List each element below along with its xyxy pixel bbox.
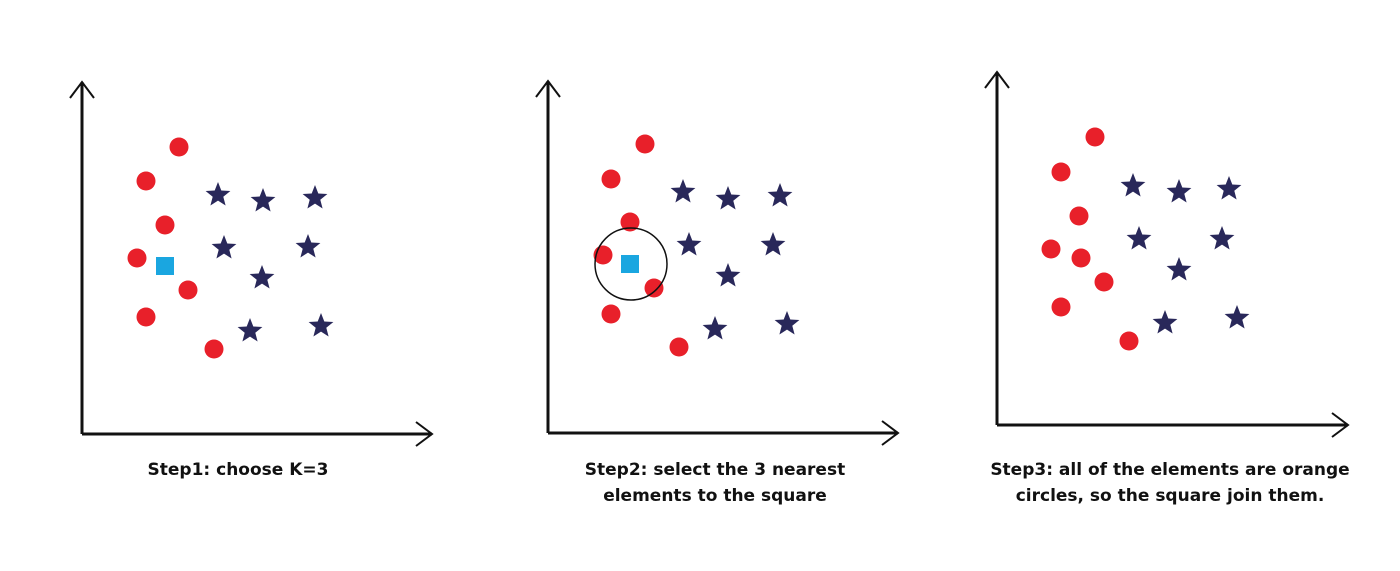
step1-x-axis-arrow [415, 421, 434, 447]
step1-red-circle-2 [136, 171, 156, 191]
step3-star-5 [1209, 226, 1235, 250]
step1-star-6 [249, 265, 275, 289]
step2-star-8 [774, 311, 800, 335]
panel-step3 [984, 70, 1350, 438]
step2-red-circle-2 [601, 169, 621, 189]
step3-star-6 [1166, 257, 1192, 281]
step2-blue-square [621, 255, 639, 273]
step3-star-4 [1126, 226, 1152, 250]
step3-red-circle-6 [1094, 272, 1114, 292]
step3-star-7 [1152, 310, 1178, 334]
step2-y-axis-arrow [535, 79, 561, 98]
caption-step2: Step2: select the 3 nearest elements to … [560, 457, 870, 509]
step2-red-circle-6 [601, 304, 621, 324]
step1-red-circle-5 [178, 280, 198, 300]
step1-star-1 [205, 182, 231, 206]
step1-star-8 [308, 313, 334, 337]
caption-step2-line2: elements to the square [603, 486, 827, 506]
caption-step1: Step1: choose K=3 [118, 457, 358, 483]
step1-red-circle-7 [204, 339, 224, 359]
step3-star-2 [1166, 179, 1192, 203]
step3-red-circle-4 [1041, 239, 1061, 259]
step1-star-2 [250, 188, 276, 212]
step3-star-1 [1120, 173, 1146, 197]
step3-star-3 [1216, 176, 1242, 200]
step1-red-circle-6 [136, 307, 156, 327]
step3-red-circle-7 [1051, 297, 1071, 317]
step1-red-circle-3 [155, 215, 175, 235]
step3-red-circle-1 [1085, 127, 1105, 147]
step3-y-axis-arrow [984, 70, 1010, 89]
step2-nearest-ring [594, 227, 668, 301]
step2-red-circle-3 [620, 212, 640, 232]
step3-star-8 [1224, 305, 1250, 329]
panel-step2 [535, 79, 900, 446]
step3-red-circle-8 [1119, 331, 1139, 351]
step1-star-4 [211, 235, 237, 259]
step1-red-circle-4 [127, 248, 147, 268]
step3-x-axis-arrow [1331, 412, 1350, 438]
step3-red-circle-3 [1069, 206, 1089, 226]
step2-star-5 [760, 232, 786, 256]
step2-red-circle-1 [635, 134, 655, 154]
step1-y-axis-arrow [69, 80, 95, 99]
panel-step1 [69, 80, 434, 447]
step2-x-axis-arrow [881, 420, 900, 446]
step3-red-circle-5 [1071, 248, 1091, 268]
caption-step1-line1: Step1: choose K=3 [147, 460, 329, 480]
step2-red-circle-5 [644, 278, 664, 298]
step2-red-circle-7 [669, 337, 689, 357]
step2-star-2 [715, 186, 741, 210]
step1-red-circle-1 [169, 137, 189, 157]
step3-red-circle-2 [1051, 162, 1071, 182]
caption-step3-line1: Step3: all of the elements are orange [990, 460, 1350, 480]
step1-star-7 [237, 318, 263, 342]
caption-step3: Step3: all of the elements are orange ci… [985, 457, 1355, 509]
step2-star-3 [767, 183, 793, 207]
step1-blue-square [156, 257, 174, 275]
step2-star-1 [670, 179, 696, 203]
step2-star-4 [676, 232, 702, 256]
step1-star-5 [295, 234, 321, 258]
caption-step3-line2: circles, so the square join them. [1015, 486, 1325, 506]
step2-star-7 [702, 316, 728, 340]
caption-step2-line1: Step2: select the 3 nearest [584, 460, 846, 480]
step2-star-6 [715, 263, 741, 287]
step1-star-3 [302, 185, 328, 209]
